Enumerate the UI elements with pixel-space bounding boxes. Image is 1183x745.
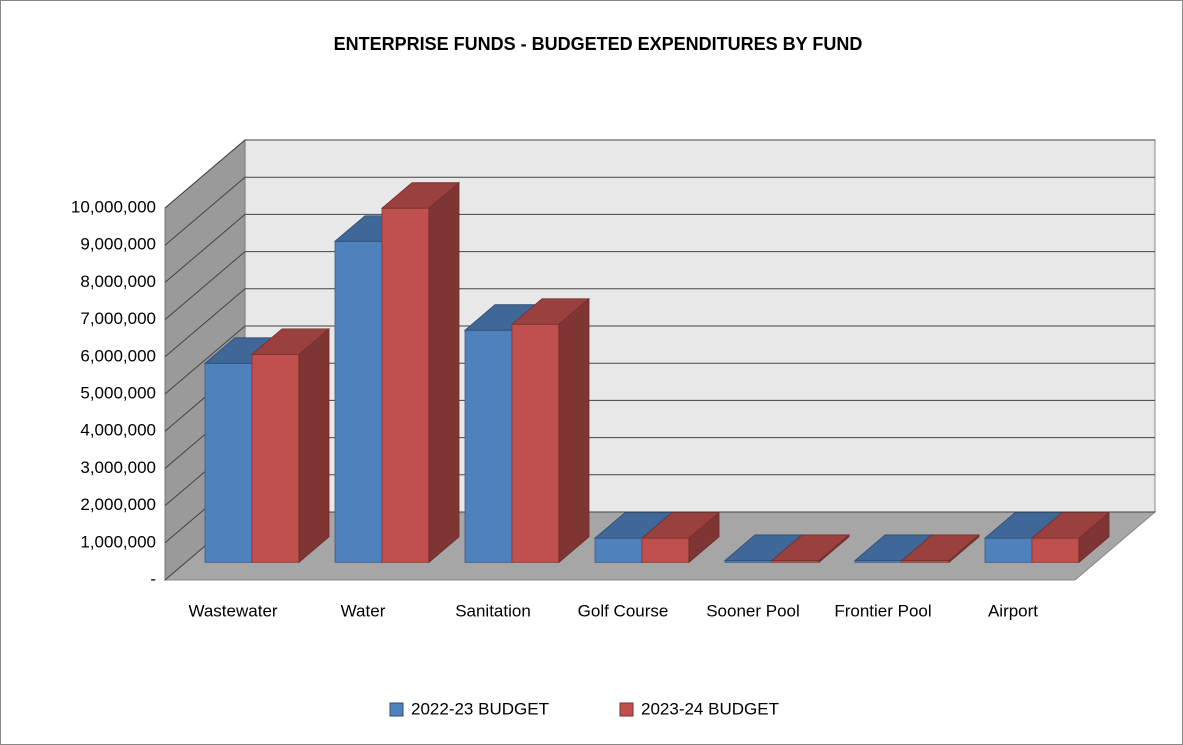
bar bbox=[1031, 537, 1080, 563]
bar-top bbox=[640, 512, 721, 539]
legend-swatch bbox=[619, 702, 634, 717]
bar bbox=[334, 240, 383, 563]
bar bbox=[984, 537, 1033, 563]
legend-swatch bbox=[389, 702, 404, 717]
bar bbox=[464, 329, 513, 563]
x-tick-label: Frontier Pool bbox=[834, 601, 931, 620]
bar bbox=[251, 353, 300, 563]
bar-top bbox=[380, 182, 461, 209]
x-tick-label: Sanitation bbox=[455, 601, 531, 620]
bar bbox=[594, 537, 643, 563]
y-tick-label: - bbox=[150, 569, 156, 588]
bar bbox=[381, 207, 430, 563]
bar bbox=[511, 323, 560, 563]
y-tick-label: 3,000,000 bbox=[80, 458, 156, 477]
legend-label: 2023-24 BUDGET bbox=[641, 699, 779, 718]
grid-line bbox=[164, 288, 1155, 358]
grid-line bbox=[164, 176, 1155, 246]
grid-line bbox=[164, 139, 1155, 209]
grid-line bbox=[164, 251, 1155, 320]
chart-title: ENTERPRISE FUNDS - BUDGETED EXPENDITURES… bbox=[334, 34, 863, 54]
x-tick-label: Wastewater bbox=[188, 601, 277, 620]
bar-top bbox=[1030, 512, 1111, 539]
y-tick-label: 5,000,000 bbox=[80, 383, 156, 402]
legend-label: 2022-23 BUDGET bbox=[411, 699, 549, 718]
y-tick-label: 2,000,000 bbox=[80, 495, 156, 514]
x-tick-label: Water bbox=[341, 601, 386, 620]
grid-line bbox=[164, 325, 1155, 395]
y-tick-label: 10,000,000 bbox=[71, 197, 156, 216]
y-tick-label: 6,000,000 bbox=[80, 346, 156, 365]
grid-line bbox=[164, 213, 1155, 283]
bar-top bbox=[900, 534, 981, 561]
y-tick-label: 1,000,000 bbox=[80, 532, 156, 551]
x-tick-label: Sooner Pool bbox=[706, 601, 800, 620]
y-tick-label: 4,000,000 bbox=[80, 421, 156, 440]
bar bbox=[641, 537, 690, 563]
bar-top bbox=[770, 534, 851, 561]
x-tick-label: Golf Course bbox=[578, 601, 669, 620]
bar-side bbox=[558, 297, 590, 564]
y-tick-label: 9,000,000 bbox=[80, 235, 156, 254]
bar bbox=[204, 362, 253, 563]
x-tick-label: Airport bbox=[988, 601, 1038, 620]
bar-top bbox=[250, 328, 331, 355]
bar-side bbox=[428, 181, 460, 564]
y-tick-label: 7,000,000 bbox=[80, 309, 156, 328]
bar-top bbox=[510, 298, 591, 325]
bar-side bbox=[298, 328, 330, 564]
y-tick-label: 8,000,000 bbox=[80, 272, 156, 291]
